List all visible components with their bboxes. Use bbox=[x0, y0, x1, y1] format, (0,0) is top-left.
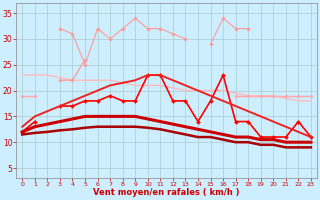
X-axis label: Vent moyen/en rafales ( km/h ): Vent moyen/en rafales ( km/h ) bbox=[93, 188, 240, 197]
